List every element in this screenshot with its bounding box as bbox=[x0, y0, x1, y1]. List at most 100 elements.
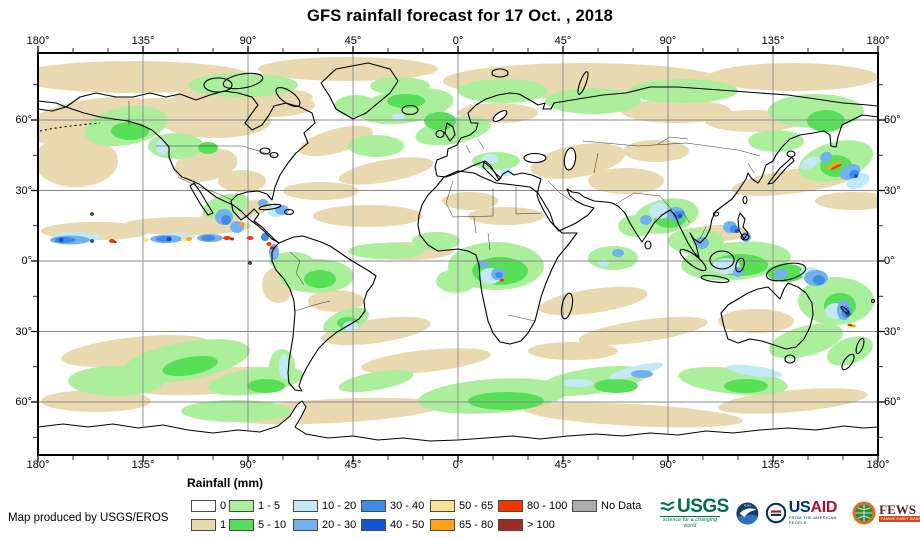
axis-label-top: 45° bbox=[344, 35, 362, 47]
axis-label-bottom: 90° bbox=[659, 459, 677, 471]
axis-label-top: 180° bbox=[26, 35, 50, 47]
axis-label-top: 90° bbox=[659, 35, 677, 47]
sri-lanka bbox=[644, 240, 652, 250]
rainfall-legend: Rainfall (mm) 0 1 1 - 5 5 - 10 10 - 20 20 - 3… bbox=[187, 476, 667, 534]
cuba bbox=[258, 203, 282, 211]
axis-label-left: 60° bbox=[15, 114, 32, 126]
legend-item: 5 - 10 bbox=[229, 518, 286, 532]
legend-label: 80 - 100 bbox=[527, 500, 568, 512]
legend-item: > 100 bbox=[498, 518, 555, 532]
axis-label-left: 60° bbox=[15, 396, 32, 408]
legend-label: 0 bbox=[220, 500, 227, 512]
usaid-text-us: US bbox=[788, 499, 811, 516]
uk-coastline bbox=[444, 122, 456, 142]
country-borders-layer bbox=[128, 101, 761, 322]
new-guinea bbox=[765, 262, 807, 282]
fews-net-tagline: FAMINE EARLY WARNING SYSTEMS NETWORK bbox=[879, 516, 920, 522]
axis-label-left: 0° bbox=[21, 255, 32, 267]
novaya-zemlya bbox=[577, 71, 589, 95]
legend-item: 80 - 100 bbox=[498, 499, 567, 513]
axis-label-bottom: 180° bbox=[866, 459, 890, 471]
legend-item: 30 - 40 bbox=[361, 499, 424, 513]
axis-label-top: 45° bbox=[554, 35, 572, 47]
usgs-logo: USGS science for a changing world bbox=[660, 495, 729, 529]
ireland bbox=[435, 129, 445, 139]
new-caledonia bbox=[840, 306, 850, 314]
legend-label: No Data bbox=[601, 500, 642, 512]
italy-coastline bbox=[482, 161, 502, 182]
java bbox=[700, 274, 730, 284]
legend-label: 40 - 50 bbox=[390, 519, 425, 531]
axis-label-right: 30° bbox=[884, 184, 901, 197]
axis-label-right: 60° bbox=[884, 396, 901, 408]
black-sea bbox=[523, 152, 547, 164]
fiji bbox=[870, 298, 876, 304]
japan-coastline bbox=[767, 156, 795, 185]
great-lake-1 bbox=[259, 147, 271, 155]
legend-label: 20 - 30 bbox=[322, 519, 357, 531]
svalbard bbox=[491, 68, 509, 78]
legend-label: 5 - 10 bbox=[258, 519, 287, 531]
usgs-tagline: science for a changing world bbox=[660, 515, 720, 529]
legend-swatch bbox=[430, 500, 455, 512]
axis-label-top: 135° bbox=[761, 35, 785, 47]
usgs-wave-icon bbox=[660, 500, 675, 511]
legend-swatch bbox=[191, 519, 216, 531]
galapagos bbox=[248, 261, 252, 265]
legend-item: 50 - 65 bbox=[430, 499, 493, 513]
rain-layer-lightgreen bbox=[68, 73, 874, 422]
baltic-sea bbox=[492, 110, 508, 122]
tasmania bbox=[784, 354, 796, 364]
new-zealand-south bbox=[841, 353, 855, 371]
coastlines-layer bbox=[38, 62, 878, 392]
legend-item: 0 bbox=[191, 499, 226, 513]
mindanao bbox=[740, 233, 750, 241]
axis-label-top: 135° bbox=[131, 35, 155, 47]
victoria-island bbox=[203, 77, 233, 93]
axis-label-right: 60° bbox=[884, 114, 901, 126]
axis-label-bottom: 180° bbox=[26, 459, 50, 471]
usgs-logo-text: USGS bbox=[677, 495, 729, 517]
axis-label-left: 30° bbox=[15, 325, 32, 338]
hokkaido bbox=[786, 150, 796, 158]
legend-item: 1 - 5 bbox=[229, 499, 280, 513]
aleutian-islands bbox=[39, 122, 101, 132]
axis-label-left: 30° bbox=[15, 184, 32, 197]
legend-label: 1 - 5 bbox=[258, 500, 281, 512]
legend-item: 1 bbox=[191, 518, 226, 532]
legend-item: 10 - 20 bbox=[293, 499, 356, 513]
legend-swatch bbox=[430, 519, 455, 531]
axis-label-bottom: 45° bbox=[554, 459, 572, 471]
axis-label-bottom: 135° bbox=[761, 459, 785, 471]
legend-item: 20 - 30 bbox=[293, 518, 356, 532]
legend-item: 40 - 50 bbox=[361, 518, 424, 532]
map-frame bbox=[37, 52, 879, 456]
legend-item: No Data bbox=[572, 499, 641, 513]
axis-label-bottom: 135° bbox=[131, 459, 155, 471]
rain-layer-darkred bbox=[113, 237, 274, 250]
arctic-island bbox=[222, 72, 264, 90]
axis-label-top: 0° bbox=[452, 35, 464, 47]
legend-swatch bbox=[191, 500, 216, 512]
axis-label-right: 0° bbox=[884, 255, 895, 267]
axis-ticks bbox=[31, 46, 885, 462]
chukotka-tip bbox=[38, 100, 67, 112]
axis-label-bottom: 0° bbox=[452, 459, 464, 471]
fews-net-text: FEWS NET bbox=[879, 502, 920, 517]
eurasia-coastline bbox=[434, 86, 878, 259]
axis-label-bottom: 45° bbox=[344, 459, 362, 471]
map-credit: Map produced by USGS/EROS bbox=[8, 512, 169, 524]
world-map bbox=[31, 46, 885, 462]
sumatra bbox=[679, 248, 707, 272]
madagascar bbox=[560, 292, 574, 320]
legend-swatch bbox=[361, 500, 386, 512]
caspian-sea bbox=[563, 147, 577, 171]
baffin-island bbox=[275, 87, 301, 107]
great-lake-2 bbox=[269, 151, 279, 159]
legend-swatch bbox=[293, 500, 318, 512]
new-zealand-north bbox=[855, 337, 865, 355]
legend-swatch bbox=[229, 500, 254, 512]
logo-row: USGS science for a changing world NOAA U… bbox=[660, 496, 920, 530]
philippines-coastline bbox=[737, 212, 749, 240]
taiwan bbox=[742, 195, 748, 205]
